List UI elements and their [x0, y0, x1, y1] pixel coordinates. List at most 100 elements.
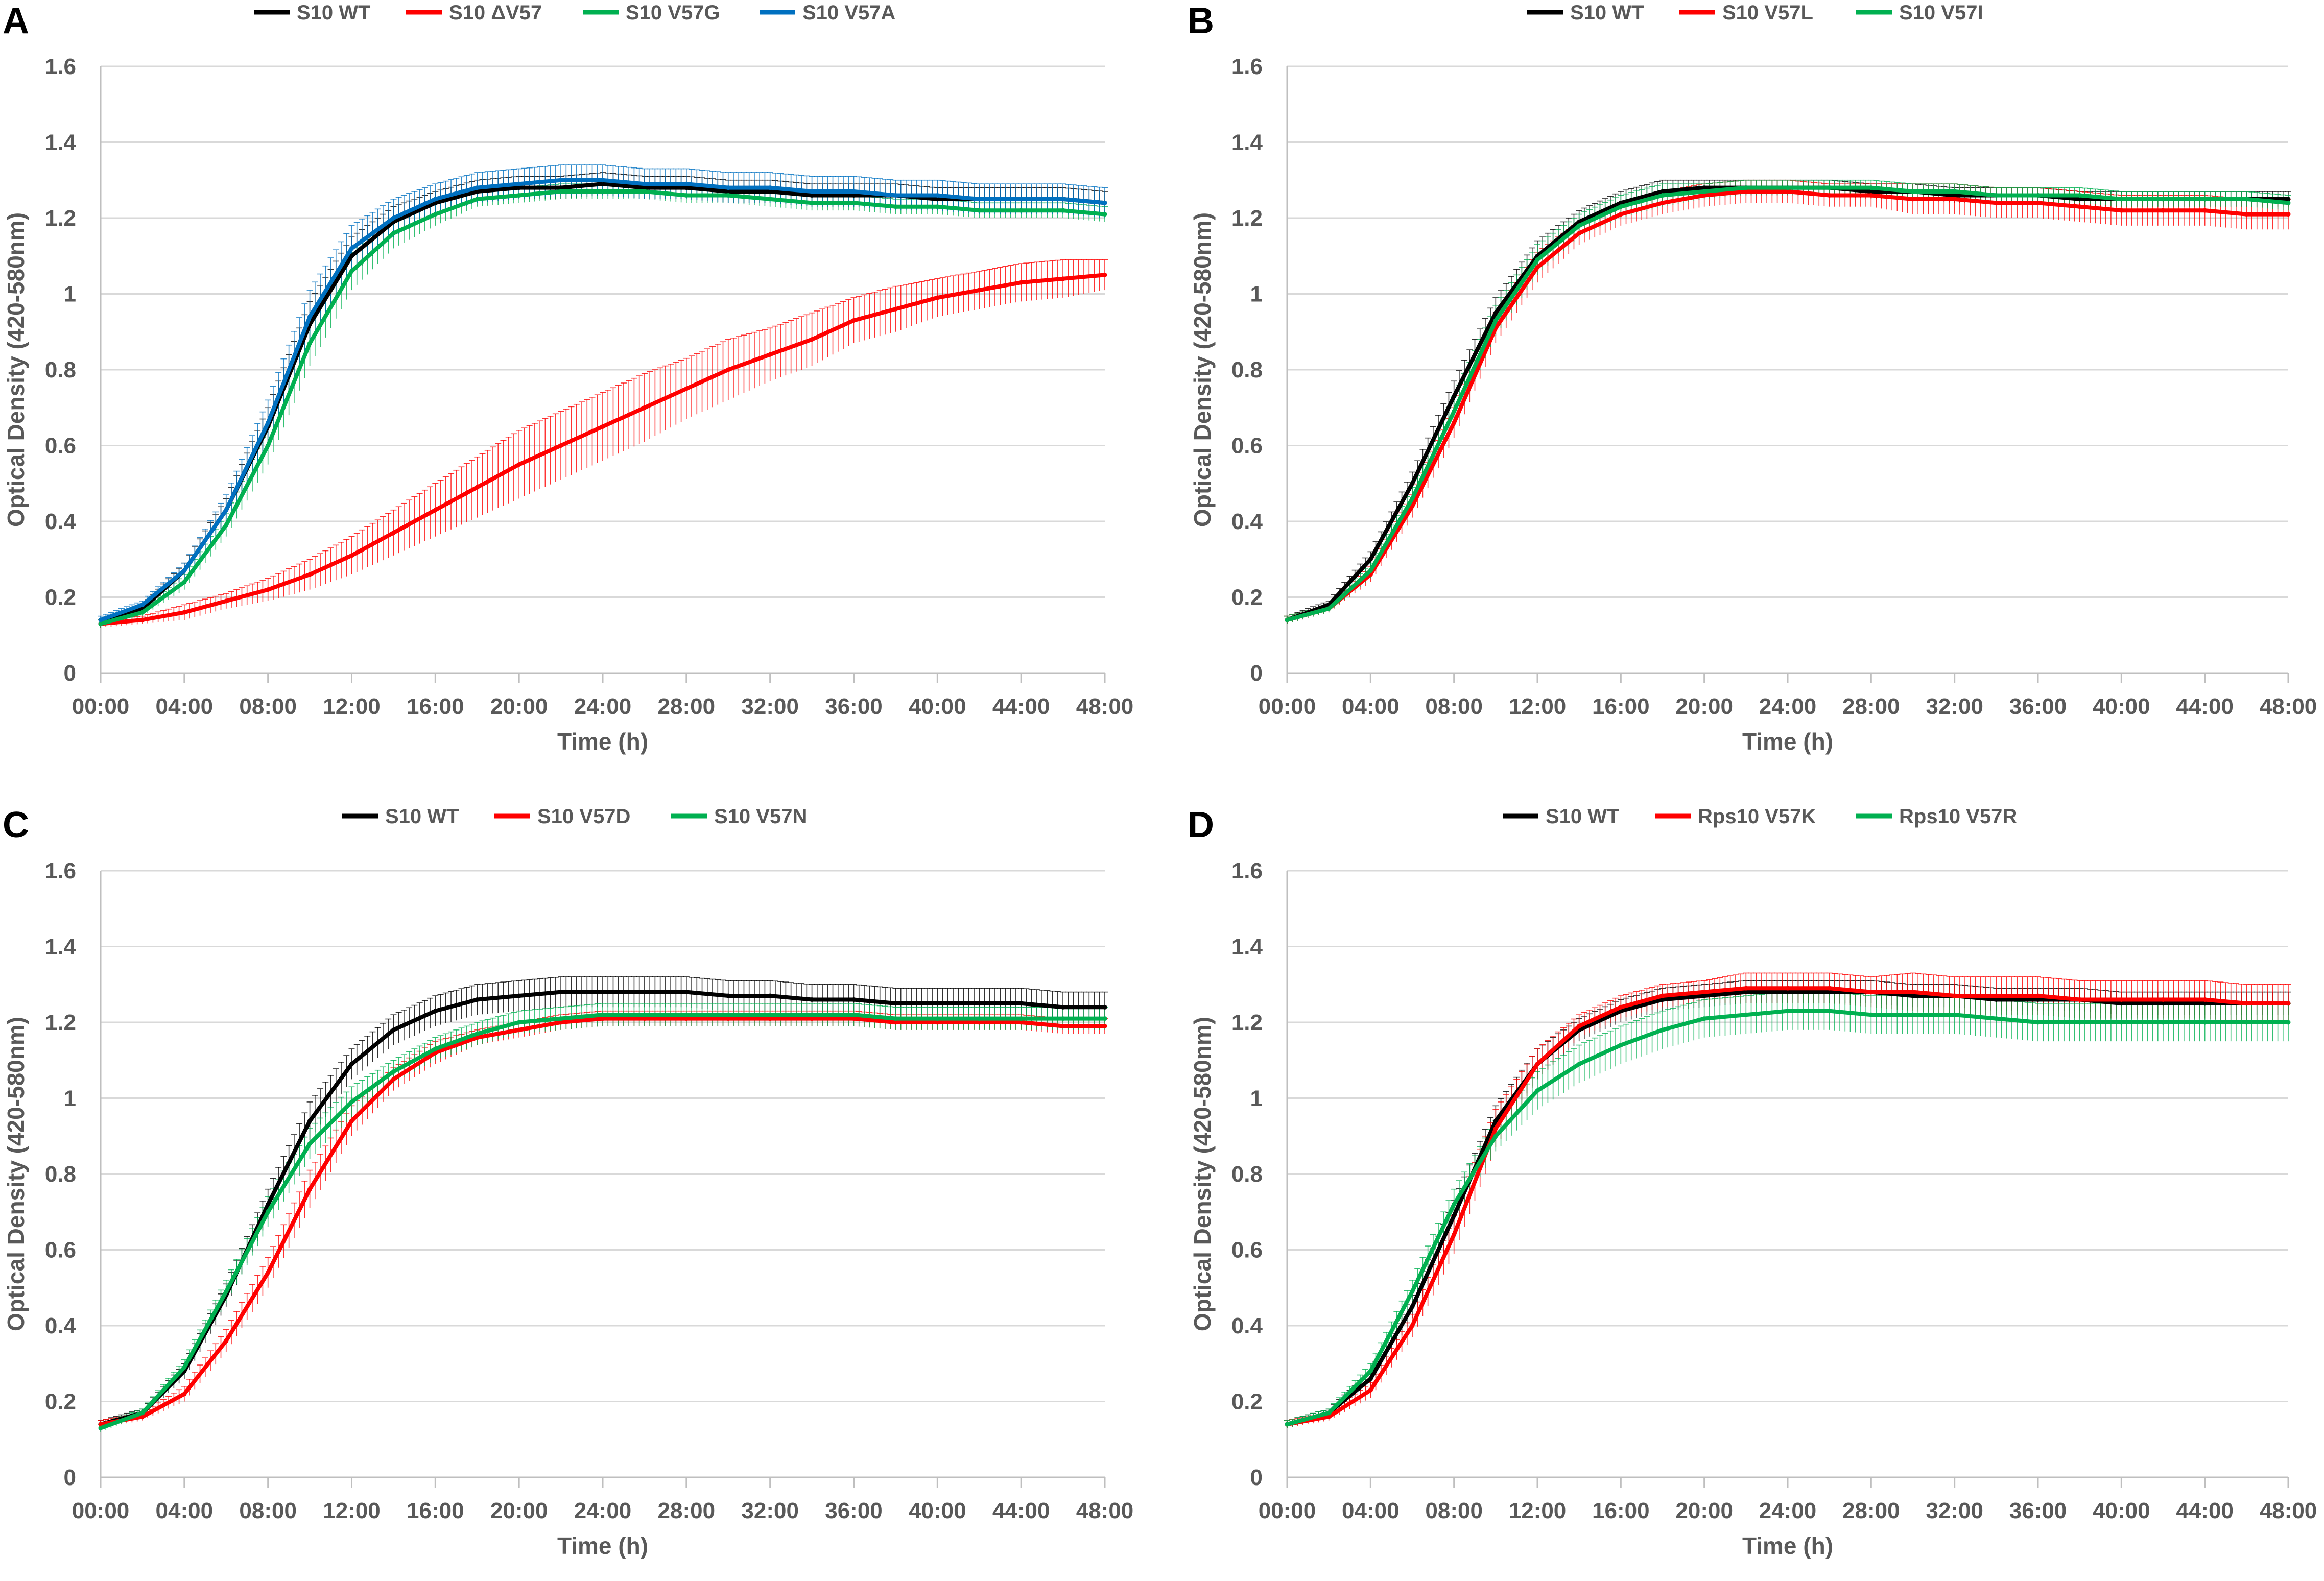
data-point: [893, 193, 898, 198]
data-point: [1910, 197, 1915, 202]
data-point: [391, 231, 396, 236]
data-point: [182, 580, 187, 585]
data-point: [266, 443, 271, 448]
data-point: [1535, 265, 1540, 270]
y-axis-title: Optical Density (420-580nm): [3, 1017, 29, 1331]
data-point: [1827, 193, 1832, 198]
data-point: [391, 215, 396, 221]
data-point: [433, 197, 438, 202]
data-point: [2119, 208, 2124, 213]
data-point: [1368, 557, 1373, 562]
data-point: [1952, 197, 1957, 202]
data-point: [810, 189, 815, 194]
y-tick-label: 1.2: [1231, 206, 1263, 231]
data-point: [1060, 1004, 1065, 1010]
x-tick-label: 04:00: [156, 694, 214, 719]
data-point: [1102, 272, 1107, 277]
data-point: [1060, 208, 1065, 213]
y-tick-label: 0.6: [1231, 1238, 1263, 1263]
x-tick-label: 24:00: [574, 694, 632, 719]
x-tick-label: 16:00: [1592, 1498, 1650, 1523]
data-point: [516, 1027, 521, 1033]
panel-letter: A: [3, 1, 29, 41]
data-point: [600, 990, 605, 995]
data-point: [977, 1020, 982, 1025]
x-tick-label: 00:00: [72, 694, 130, 719]
data-point: [935, 204, 940, 209]
data-point: [1326, 606, 1332, 611]
data-point: [684, 185, 689, 190]
data-point: [1702, 193, 1707, 198]
data-point: [349, 269, 354, 274]
data-point: [642, 405, 647, 410]
data-point: [1952, 189, 1957, 194]
data-point: [810, 200, 815, 205]
data-point: [768, 352, 773, 357]
data-point: [266, 587, 271, 592]
data-point: [266, 1209, 271, 1214]
data-point: [391, 530, 396, 535]
series-s10-wt: [1284, 179, 2291, 624]
data-point: [2077, 204, 2082, 209]
data-point: [558, 185, 563, 190]
chart-panel-d: D 0 0.2 0.4 0.6 0.8 1 1.2 1.4 1.6 00:00 04:00 08:00 1…: [1188, 805, 2317, 1559]
x-axis-title: Time (h): [1742, 1532, 1833, 1559]
data-point: [935, 197, 940, 202]
data-point: [1493, 310, 1498, 316]
data-point: [684, 386, 689, 391]
y-tick-label: 1.4: [1231, 130, 1263, 155]
data-point: [1102, 212, 1107, 217]
series-s10-v57i: [1284, 179, 2291, 624]
data-point: [224, 598, 229, 604]
x-tick-label: 00:00: [1259, 694, 1316, 719]
series-s10-v57: [98, 259, 1108, 628]
x-tick-label: 16:00: [407, 694, 464, 719]
y-tick-label: 1.6: [45, 858, 76, 883]
data-point: [768, 197, 773, 202]
y-tick-label: 0.2: [1231, 1390, 1263, 1415]
data-point: [1410, 481, 1415, 486]
y-tick-label: 0.8: [45, 357, 76, 382]
data-point: [2286, 212, 2291, 217]
x-tick-label: 32:00: [1926, 1498, 1983, 1523]
data-point: [182, 610, 187, 615]
data-point: [516, 185, 521, 190]
data-point: [98, 621, 103, 626]
data-point: [391, 1076, 396, 1082]
x-tick-label: 04:00: [1342, 694, 1400, 719]
data-point: [684, 990, 689, 995]
data-point: [1702, 189, 1707, 194]
y-axis-title: Optical Density (420-580nm): [3, 212, 29, 527]
data-point: [307, 314, 313, 319]
data-point: [1618, 200, 1623, 205]
data-point: [600, 189, 605, 194]
data-point: [935, 295, 940, 300]
data-point: [349, 246, 354, 251]
data-point: [600, 424, 605, 429]
data-point: [1743, 185, 1748, 190]
y-tick-label: 1.6: [45, 54, 76, 79]
y-tick-label: 0: [1250, 1465, 1263, 1490]
data-point: [558, 1016, 563, 1021]
data-point: [768, 993, 773, 998]
x-tick-label: 24:00: [574, 1498, 632, 1523]
data-point: [2077, 193, 2082, 198]
data-point: [1018, 1016, 1024, 1021]
data-point: [977, 208, 982, 213]
data-point: [851, 193, 856, 198]
data-point: [684, 1016, 689, 1021]
x-tick-label: 40:00: [909, 1498, 966, 1523]
data-point: [1660, 200, 1665, 205]
y-tick-label: 0.8: [1231, 1162, 1263, 1187]
data-point: [1018, 208, 1024, 213]
x-tick-label: 20:00: [1675, 1498, 1733, 1523]
data-point: [349, 553, 354, 558]
data-point: [810, 1016, 815, 1021]
chart-panel-c: C 0 0.2 0.4 0.6 0.8 1 1.2 1.4 1.6 00:00 04:00 08:00 1…: [3, 805, 1133, 1559]
x-axis-title: Time (h): [1742, 728, 1833, 755]
data-point: [558, 443, 563, 448]
data-point: [642, 185, 647, 190]
x-tick-label: 32:00: [1926, 694, 1983, 719]
data-point: [475, 189, 480, 194]
data-point: [349, 1099, 354, 1105]
